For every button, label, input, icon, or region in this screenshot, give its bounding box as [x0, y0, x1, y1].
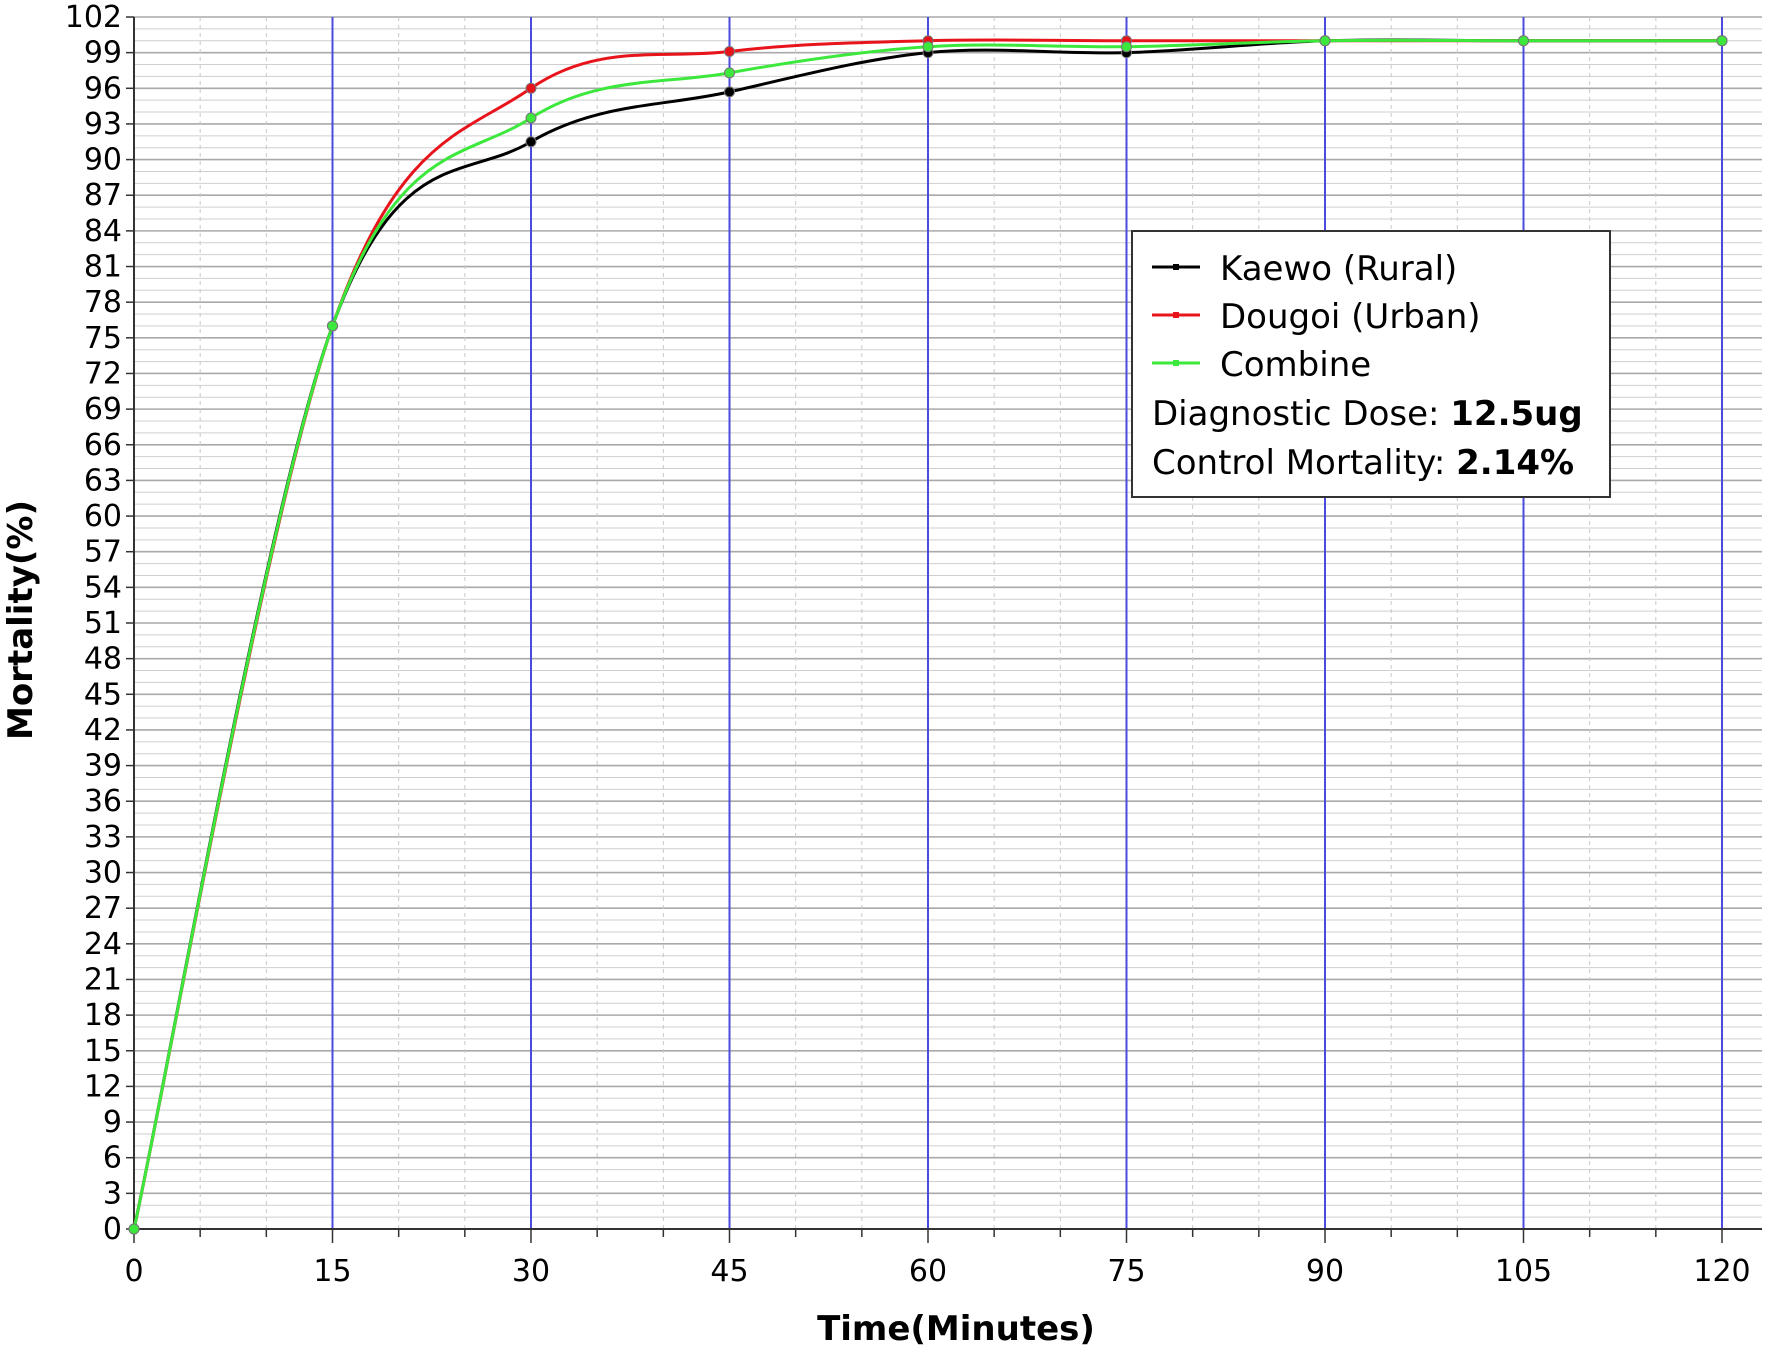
x-tick-label: 45 — [710, 1254, 748, 1289]
data-point-dougoi — [724, 45, 735, 57]
y-tick-label: 84 — [84, 214, 122, 249]
y-tick-label: 33 — [84, 820, 122, 855]
y-tick-label: 66 — [84, 428, 122, 463]
legend-marker-combine — [1173, 360, 1179, 366]
y-tick-label: 51 — [84, 606, 122, 641]
y-tick-label: 99 — [84, 36, 122, 71]
axes — [126, 16, 1762, 1243]
y-tick-label: 90 — [84, 143, 122, 178]
y-tick-label: 69 — [84, 392, 122, 427]
y-tick-label: 9 — [103, 1105, 122, 1140]
y-tick-label: 21 — [84, 962, 122, 997]
data-point-dougoi — [525, 82, 537, 94]
data-point-combine — [1319, 35, 1331, 47]
y-tick-label: 15 — [84, 1034, 122, 1069]
y-tick-label: 54 — [84, 570, 122, 605]
y-tick-label: 39 — [84, 749, 122, 784]
data-point-combine — [724, 67, 735, 79]
y-tick-label: 63 — [84, 463, 122, 498]
series-line-combine — [132, 38, 1722, 1230]
control-mortality-value: 2.14% — [1456, 443, 1574, 483]
legend-box — [1131, 230, 1611, 498]
y-tick-label: 3 — [103, 1176, 122, 1211]
legend-label-dougoi: Dougoi (Urban) — [1220, 297, 1481, 337]
x-tick-label: 90 — [1306, 1254, 1344, 1289]
y-tick-label: 48 — [84, 642, 122, 677]
control-mortality-label: Control Mortality: — [1152, 443, 1456, 483]
data-point-kaewo — [724, 86, 735, 98]
y-tick-label: 96 — [84, 71, 122, 106]
legend-diagnostic-dose: Diagnostic Dose: 12.5ug — [1152, 394, 1583, 434]
data-point-combine — [922, 41, 934, 53]
y-tick-label: 24 — [84, 927, 122, 962]
data-point-kaewo — [525, 136, 537, 148]
x-tick-label: 60 — [909, 1254, 947, 1289]
diagnostic-dose-value: 12.5ug — [1450, 394, 1582, 434]
x-tick-label: 105 — [1495, 1254, 1552, 1289]
minor-gridlines — [134, 16, 1762, 1230]
y-tick-label: 30 — [84, 856, 122, 891]
y-tick-label: 12 — [84, 1069, 122, 1104]
y-tick-label: 87 — [84, 178, 122, 213]
data-point-combine — [1518, 35, 1529, 47]
data-point-combine — [327, 320, 338, 332]
y-tick-label: 60 — [84, 499, 122, 534]
y-tick-label: 27 — [84, 891, 122, 926]
y-tick-label: 42 — [84, 713, 122, 748]
y-tick-label: 36 — [84, 784, 122, 819]
x-tick-label: 120 — [1693, 1254, 1750, 1289]
diagnostic-dose-label: Diagnostic Dose: — [1152, 394, 1450, 434]
y-tick-label: 0 — [103, 1212, 122, 1247]
y-tick-label: 93 — [84, 107, 122, 142]
y-tick-label: 81 — [84, 250, 122, 285]
y-tick-label: 57 — [84, 535, 122, 570]
legend-label-kaewo: Kaewo (Rural) — [1220, 249, 1457, 289]
legend-control-mortality: Control Mortality: 2.14% — [1152, 443, 1574, 483]
major-gridlines — [331, 17, 1723, 1229]
y-tick-label: 75 — [84, 321, 122, 356]
data-point-combine — [1716, 35, 1728, 47]
y-tick-label: 6 — [103, 1141, 122, 1176]
x-tick-label: 75 — [1107, 1254, 1145, 1289]
y-axis-title: Mortality(%) — [1, 500, 41, 740]
data-point-combine — [525, 112, 537, 124]
y-tick-label: 102 — [65, 0, 122, 35]
x-tick-label: 15 — [313, 1254, 351, 1289]
data-point-combine — [1121, 41, 1132, 53]
series-layer — [128, 35, 1728, 1235]
legend-label-combine: Combine — [1220, 345, 1371, 385]
legend-marker-kaewo — [1173, 264, 1179, 270]
y-tick-label: 45 — [84, 677, 122, 712]
x-tick-label: 30 — [512, 1254, 550, 1289]
legend-marker-dougoi — [1173, 312, 1179, 318]
legend: Kaewo (Rural) Dougoi (Urban) Combine Dia… — [1131, 230, 1611, 498]
x-tick-label: 0 — [124, 1254, 143, 1289]
y-tick-label: 18 — [84, 998, 122, 1033]
data-point-combine — [128, 1223, 140, 1235]
y-tick-label: 72 — [84, 356, 122, 391]
y-tick-label: 78 — [84, 285, 122, 320]
tick-labels: 0369121518212427303336394245485154576063… — [65, 0, 1751, 1289]
x-axis-title: Time(Minutes) — [817, 1309, 1095, 1349]
